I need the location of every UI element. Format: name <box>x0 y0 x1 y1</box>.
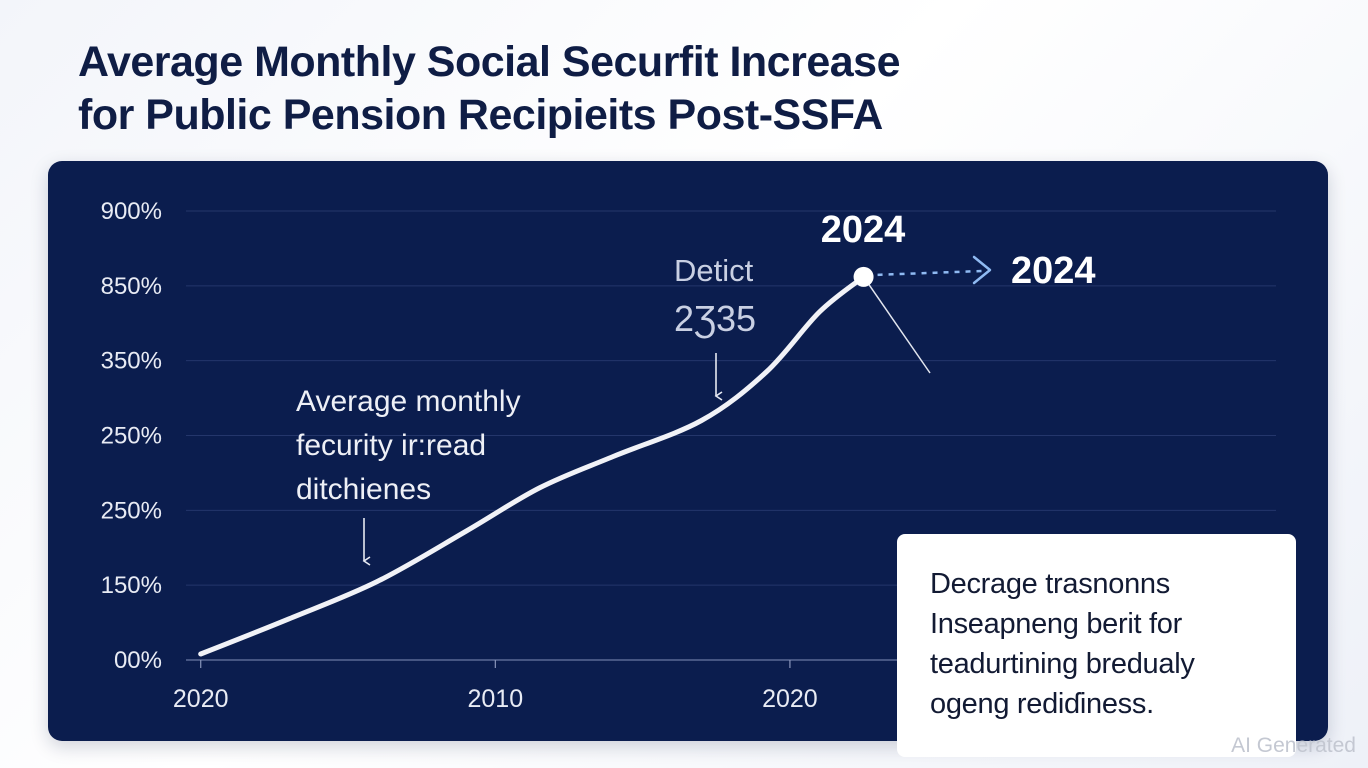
y-tick-label-4: 350% <box>101 348 162 375</box>
series-line <box>198 274 867 657</box>
left-note-line-2: fecurity ir:read <box>296 429 486 462</box>
left-note-line-3: ditchienes <box>296 473 431 506</box>
line-chart: 00% 150% 250% 250% 350% 850% 900% 2020 2010 2020 2… <box>101 198 1276 713</box>
mid-note-line-2: 2Ʒ35 <box>674 298 756 339</box>
callout-line-3: teadurtining bredualy <box>930 648 1195 680</box>
peak-year-label: 2024 <box>821 209 906 251</box>
dashed-arrow-line <box>877 269 987 277</box>
mid-note-line-1: Detict <box>674 253 754 288</box>
dashed-arrow-head <box>972 255 992 285</box>
peak-point <box>853 266 874 287</box>
callout-line-1: Decrage trasnonns <box>930 568 1170 600</box>
watermark: AI Generated <box>1231 734 1356 757</box>
y-tick-label-6: 900% <box>101 198 162 225</box>
arrow-year-label: 2024 <box>1011 250 1096 292</box>
chart-panel: 00% 150% 250% 250% 350% 850% 900% 2020 2010 2020 2… <box>48 161 1328 757</box>
callout-line-2: Inseapneng berit for <box>930 608 1182 640</box>
chart-title-line-1: Average Monthly Social Securfit Increase <box>78 38 901 86</box>
x-tick-label-2: 2020 <box>762 685 818 713</box>
chart-title: Average Monthly Social Securfit Increase… <box>78 36 901 142</box>
y-tick-label-5: 850% <box>101 273 162 300</box>
left-note-line-1: Average monthly <box>296 385 521 418</box>
x-tick-label-0: 2020 <box>173 685 229 713</box>
callout-line-4: ogeng rediɗiness. <box>930 688 1154 720</box>
x-tick-label-1: 2010 <box>468 685 524 713</box>
y-tick-label-3: 250% <box>101 423 162 450</box>
y-tick-label-2: 250% <box>101 497 162 524</box>
y-tick-label-0: 00% <box>114 647 162 674</box>
chart-title-line-2: for Public Pension Recipieits Post-SSFA <box>78 91 883 139</box>
callout-box: Decrage trasnonns Inseapneng berit for t… <box>897 534 1296 757</box>
callout-leader-line <box>862 276 931 374</box>
y-tick-label-1: 150% <box>101 572 162 599</box>
